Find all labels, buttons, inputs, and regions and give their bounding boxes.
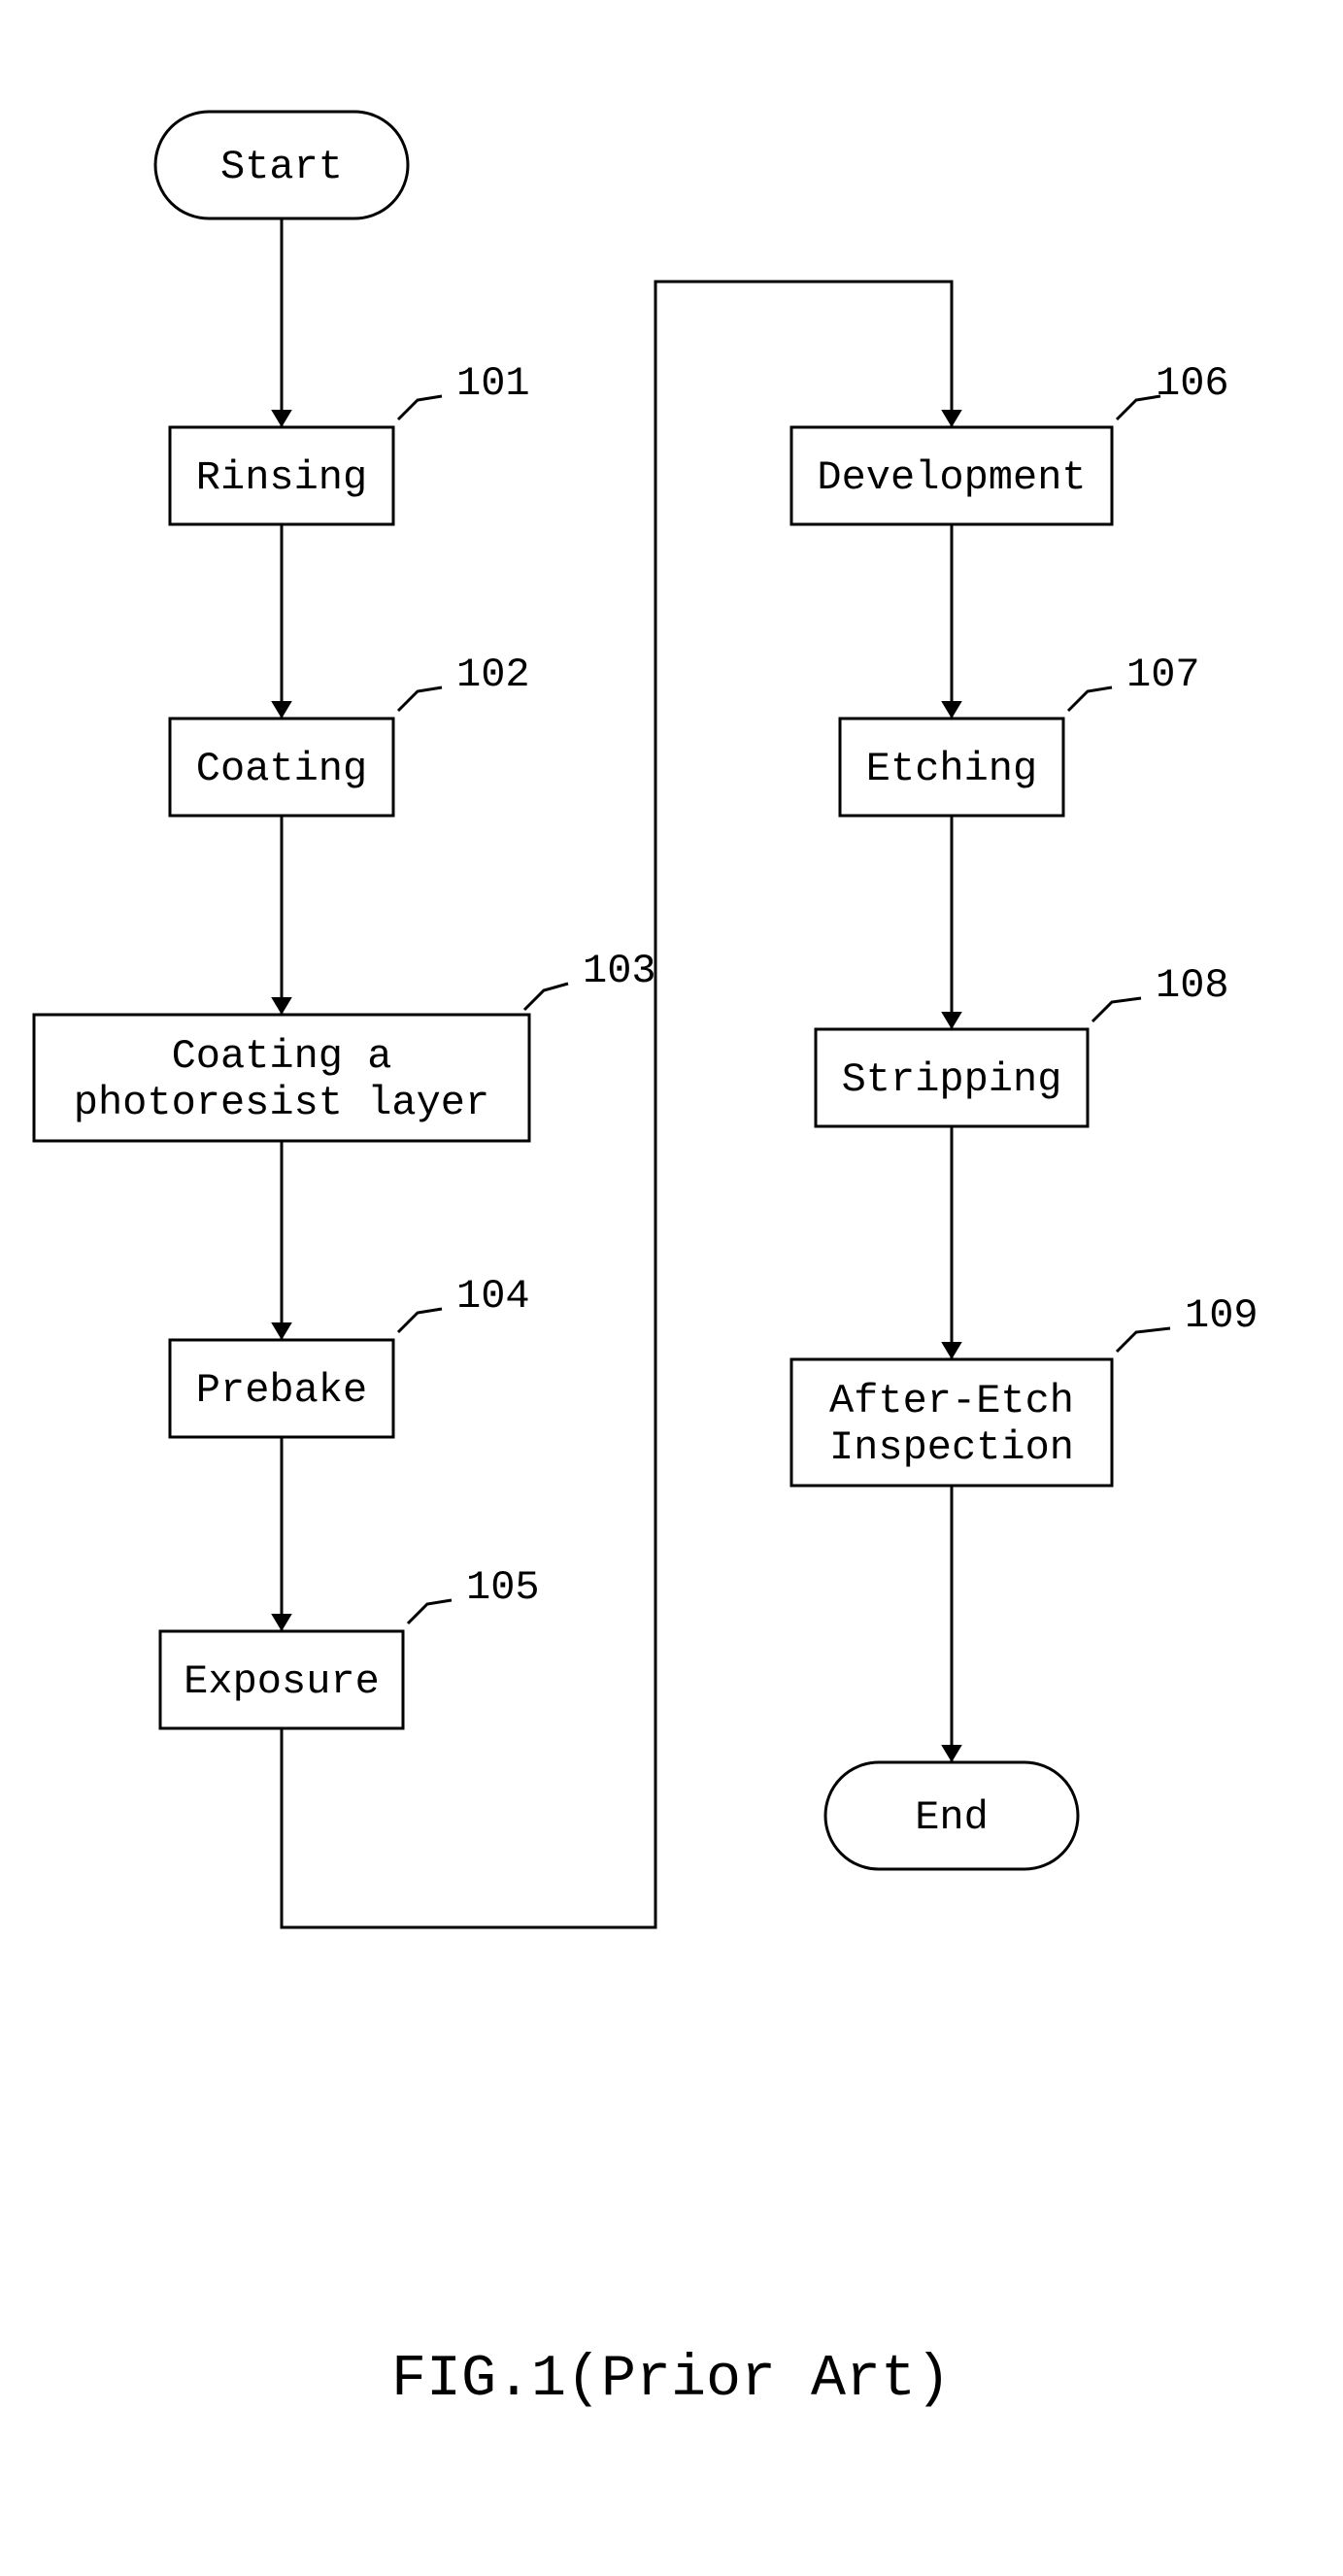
end-terminal-label: End [915,1794,989,1841]
ref-number: 105 [466,1564,540,1611]
process-node-label: After-Etch [829,1378,1074,1424]
ref-leader [524,984,568,1010]
process-node-label: Stripping [842,1056,1062,1103]
ref-leader [398,1309,442,1332]
start-terminal-label: Start [220,144,343,190]
ref-leader [408,1600,452,1623]
ref-number: 107 [1126,652,1200,698]
figure-caption: FIG.1(Prior Art) [391,2347,951,2413]
process-node-label: Inspection [829,1424,1074,1471]
ref-number: 101 [456,360,530,407]
ref-leader [398,687,442,711]
ref-leader [1092,998,1141,1021]
process-node-label: Coating [196,746,367,792]
process-node-label: Coating a [172,1033,392,1080]
ref-number: 104 [456,1273,530,1320]
ref-leader [398,396,442,419]
ref-leader [1068,687,1112,711]
ref-number: 103 [583,948,656,994]
process-node-label: photoresist layer [74,1080,489,1126]
process-node-label: Development [817,454,1086,501]
process-node-label: Exposure [184,1658,380,1705]
flowchart-diagram: Start End Rinsing Coating Coating aphotoresi… [0,0,1343,2576]
process-node-label: Rinsing [196,454,367,501]
process-node-label: Etching [866,746,1037,792]
ref-number: 108 [1156,962,1229,1009]
ref-leader [1117,1328,1170,1352]
ref-number: 102 [456,652,530,698]
ref-number: 106 [1156,360,1229,407]
ref-number: 109 [1185,1292,1259,1339]
process-node-label: Prebake [196,1367,367,1414]
ref-leader [1117,396,1160,419]
